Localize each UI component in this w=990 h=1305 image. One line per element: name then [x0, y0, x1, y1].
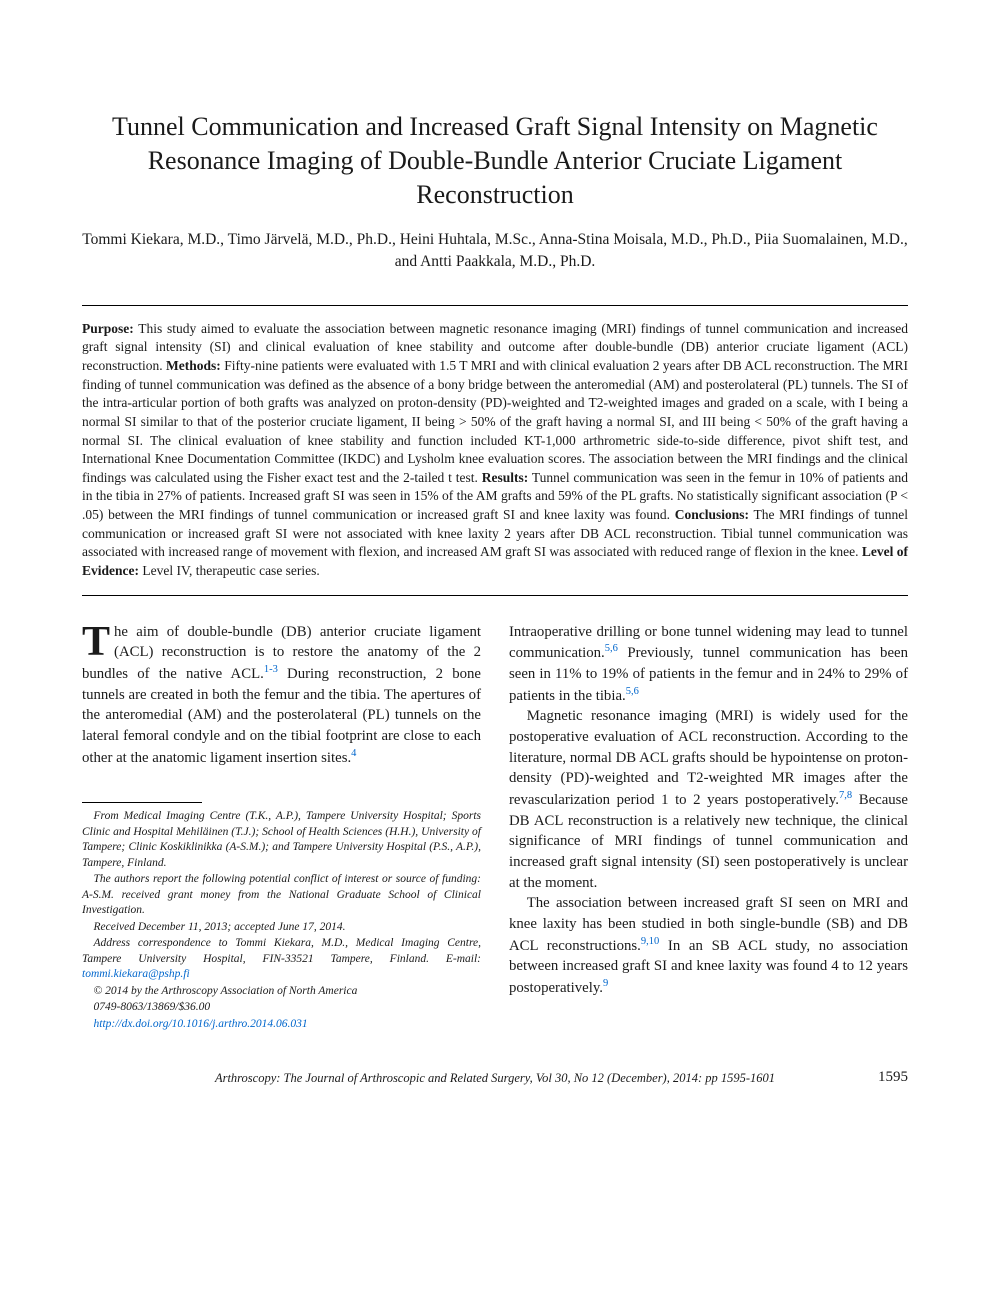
- ref-9-10[interactable]: 9,10: [641, 936, 659, 947]
- footnote-copyright: © 2014 by the Arthroscopy Association of…: [82, 984, 481, 1000]
- article-title: Tunnel Communication and Increased Graft…: [82, 110, 908, 211]
- footnote-correspondence: Address correspondence to Tommi Kiekara,…: [82, 936, 481, 983]
- ref-4[interactable]: 4: [351, 748, 356, 759]
- purpose-label: Purpose:: [82, 321, 134, 336]
- ref-5-6b[interactable]: 5,6: [626, 686, 639, 697]
- ref-1-3[interactable]: 1-3: [264, 664, 278, 675]
- doi-link[interactable]: http://dx.doi.org/10.1016/j.arthro.2014.…: [94, 1018, 308, 1030]
- ref-7-8[interactable]: 7,8: [839, 790, 852, 801]
- col2-paragraph-2: Magnetic resonance imaging (MRI) is wide…: [509, 706, 908, 893]
- authors-list: Tommi Kiekara, M.D., Timo Järvelä, M.D.,…: [82, 229, 908, 272]
- loe-text: Level IV, therapeutic case series.: [139, 563, 320, 578]
- abstract-block: Purpose: This study aimed to evaluate th…: [82, 306, 908, 595]
- correspondence-text: Address correspondence to Tommi Kiekara,…: [82, 937, 481, 965]
- body-columns: The aim of double-bundle (DB) anterior c…: [82, 622, 908, 1033]
- dropcap: T: [82, 622, 114, 662]
- page-number: 1595: [878, 1069, 908, 1086]
- footnote-doi: http://dx.doi.org/10.1016/j.arthro.2014.…: [82, 1017, 481, 1033]
- intro-paragraph-1: The aim of double-bundle (DB) anterior c…: [82, 622, 481, 769]
- conclusions-label: Conclusions:: [675, 507, 749, 522]
- methods-label: Methods:: [166, 358, 221, 373]
- footnote-issn: 0749-8063/13869/$36.00: [82, 1000, 481, 1016]
- col2-paragraph-3: The association between increased graft …: [509, 893, 908, 998]
- footnote-conflict: The authors report the following potenti…: [82, 872, 481, 919]
- col2-paragraph-1: Intraoperative drilling or bone tunnel w…: [509, 622, 908, 707]
- footnote-affiliation: From Medical Imaging Centre (T.K., A.P.)…: [82, 809, 481, 871]
- methods-text: Fifty-nine patients were evaluated with …: [82, 358, 908, 485]
- footnote-rule: [82, 802, 202, 803]
- left-column: The aim of double-bundle (DB) anterior c…: [82, 622, 481, 1033]
- results-label: Results:: [482, 470, 529, 485]
- abstract-rule-bottom: [82, 595, 908, 596]
- journal-citation: Arthroscopy: The Journal of Arthroscopic…: [82, 1071, 908, 1086]
- right-column: Intraoperative drilling or bone tunnel w…: [509, 622, 908, 1033]
- footnote-dates: Received December 11, 2013; accepted Jun…: [82, 920, 481, 936]
- page-footer: Arthroscopy: The Journal of Arthroscopic…: [82, 1071, 908, 1086]
- ref-9[interactable]: 9: [603, 978, 608, 989]
- correspondence-email[interactable]: tommi.kiekara@pshp.fi: [82, 968, 190, 980]
- ref-5-6a[interactable]: 5,6: [605, 643, 618, 654]
